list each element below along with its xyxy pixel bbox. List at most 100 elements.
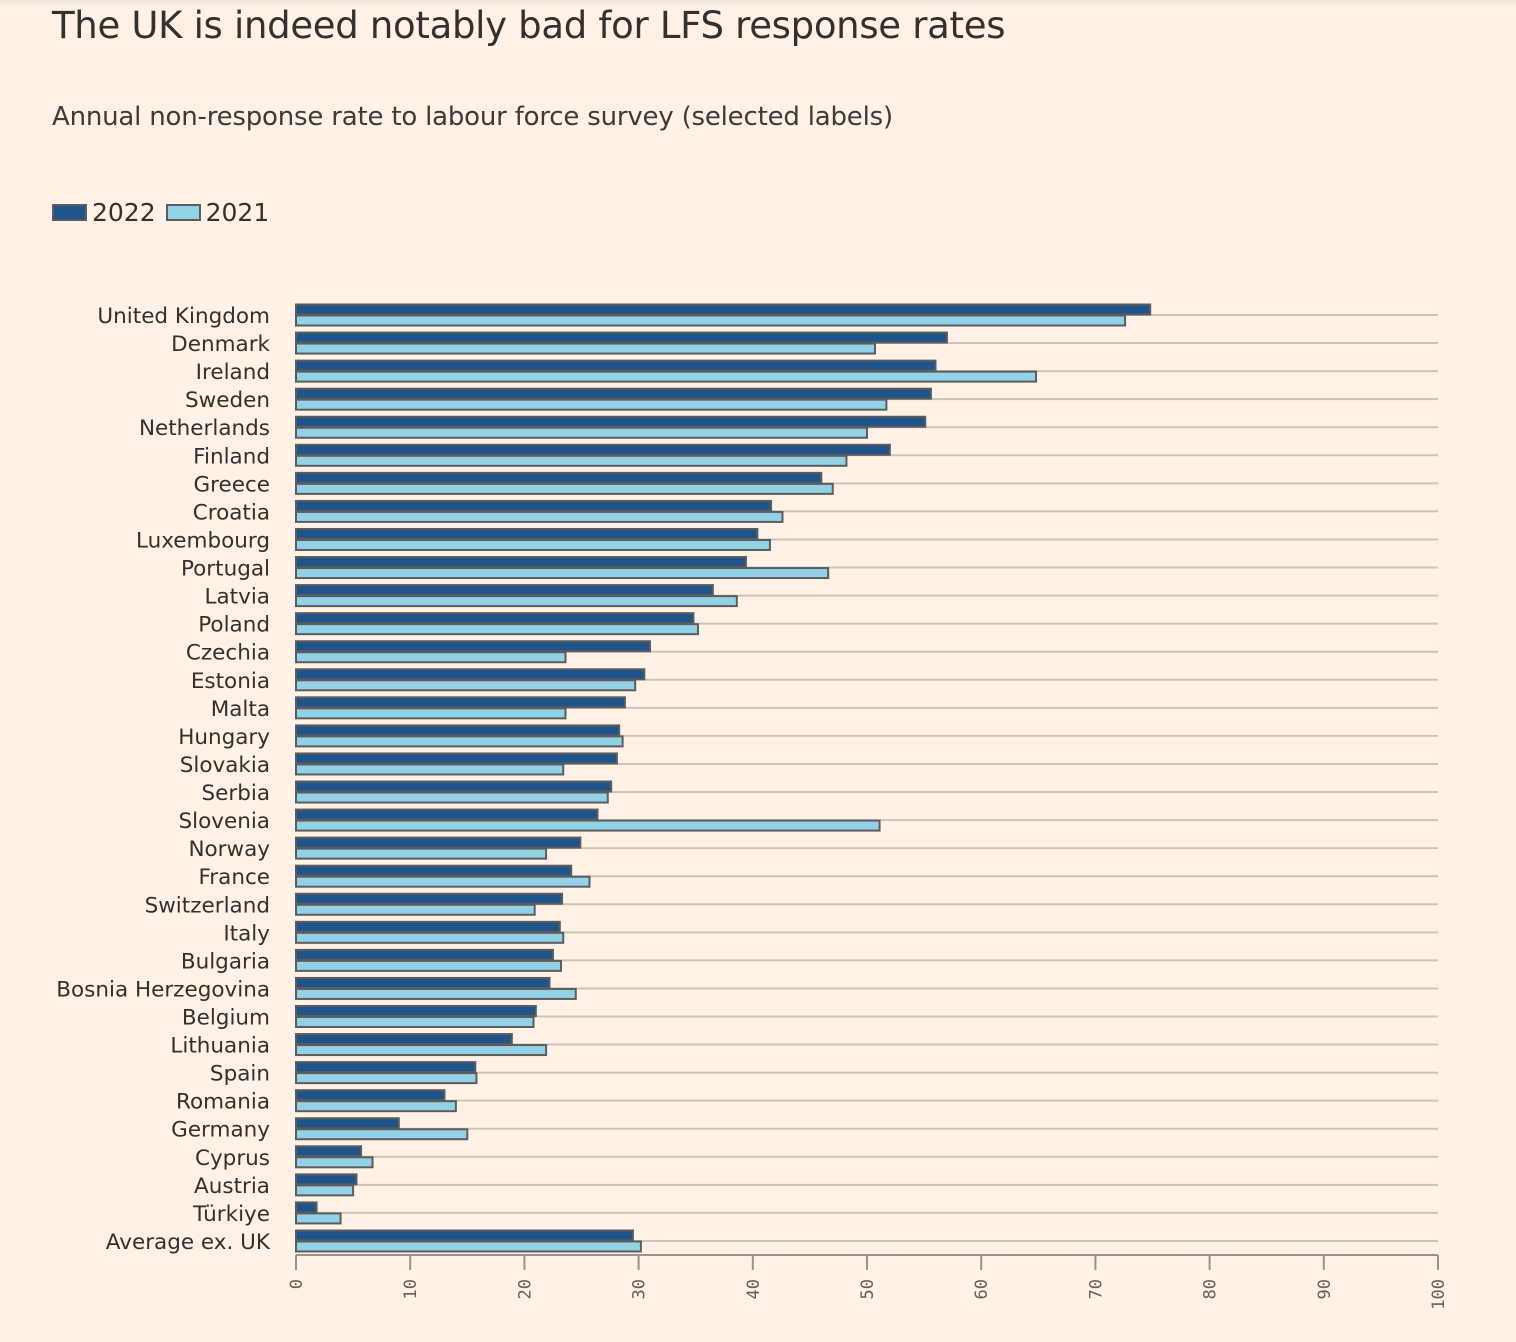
x-axis: 0 10 20 30 40 50 60 70 80 90 100: [287, 1254, 1449, 1310]
bar-cyprus-2021: [295, 1156, 374, 1169]
bar-malta-2021: [295, 707, 567, 720]
bar-czechia-2021: [295, 651, 567, 664]
bar-malta-2022: [295, 696, 626, 709]
category-label-germany: Germany: [171, 1118, 270, 1143]
category-label-serbia: Serbia: [201, 781, 270, 806]
category-label-ireland: Ireland: [196, 360, 270, 385]
top-shadow: [0, 0, 1516, 6]
category-label-czechia: Czechia: [186, 641, 270, 666]
category-label-latvia: Latvia: [205, 585, 270, 610]
legend-swatch-2021: [165, 204, 201, 221]
category-label-belgium: Belgium: [182, 1006, 270, 1031]
legend-item-2022: 2022: [52, 198, 156, 227]
bar-greece-2021: [295, 482, 834, 495]
category-labels: United Kingdom Denmark Ireland Sweden Nether…: [56, 304, 271, 1255]
bar-romania-2021: [295, 1100, 457, 1113]
legend-label-2021: 2021: [205, 198, 270, 227]
bar-germany-2022: [295, 1117, 400, 1130]
category-label-italy: Italy: [223, 921, 270, 946]
bar-serbia-2022: [295, 780, 613, 793]
bar-estonia-2022: [295, 668, 646, 681]
legend: 2022 2021: [52, 198, 279, 227]
bar-france-2022: [295, 864, 573, 877]
bar-denmark-2021: [295, 342, 876, 355]
category-label-united-kingdom: United Kingdom: [97, 304, 270, 329]
bar-belgium-2022: [295, 1005, 537, 1017]
bar-germany-2021: [295, 1128, 469, 1141]
legend-label-2022: 2022: [92, 198, 156, 227]
x-tick-label: 0: [287, 1279, 307, 1289]
bar-latvia-2022: [295, 584, 714, 597]
category-label-slovenia: Slovenia: [178, 809, 270, 834]
category-label-portugal: Portugal: [181, 557, 270, 582]
chart-subtitle: Annual non-response rate to labour force…: [52, 102, 893, 132]
bar-finland-2021: [295, 454, 848, 467]
chart-title: The UK is indeed notably bad for LFS res…: [52, 4, 1006, 47]
bar-portugal-2022: [295, 556, 747, 569]
bar-bulgaria-2022: [295, 948, 554, 961]
bar-united-kingdom-2021: [295, 314, 1127, 327]
x-tick-label: 60: [972, 1279, 992, 1299]
bar-austria-2021: [295, 1184, 355, 1197]
category-label-cyprus: Cyprus: [195, 1146, 270, 1171]
bar-united-kingdom-2022: [295, 303, 1152, 316]
bar-austria-2022: [295, 1173, 358, 1186]
bar-bulgaria-2021: [295, 959, 562, 972]
category-label-denmark: Denmark: [171, 332, 270, 357]
x-tick-label: 20: [515, 1279, 535, 1299]
category-label-switzerland: Switzerland: [145, 893, 270, 918]
bar-belgium-2021: [295, 1016, 535, 1028]
x-tick-label: 50: [858, 1279, 878, 1299]
bar-croatia-2021: [295, 510, 784, 523]
bar-average-ex-uk-2021: [295, 1240, 642, 1253]
legend-swatch-2022: [52, 204, 87, 221]
bar-luxembourg-2021: [295, 538, 771, 551]
category-label-croatia: Croatia: [193, 500, 270, 525]
bar-ireland-2022: [295, 359, 937, 372]
category-label-estonia: Estonia: [191, 669, 270, 694]
bar-ireland-2021: [295, 370, 1038, 383]
category-label-slovakia: Slovakia: [180, 753, 270, 778]
category-label-hungary: Hungary: [178, 725, 270, 750]
category-label-finland: Finland: [193, 444, 270, 469]
category-label-malta: Malta: [211, 697, 270, 722]
bar-norway-2021: [295, 847, 548, 860]
category-label-average-ex-uk: Average ex. UK: [106, 1230, 271, 1255]
category-label-luxembourg: Luxembourg: [136, 528, 270, 553]
bar-average-ex-uk-2022: [295, 1229, 634, 1242]
bar-poland-2022: [295, 612, 695, 625]
bar-switzerland-2021: [295, 903, 536, 916]
bar-slovakia-2022: [295, 752, 618, 765]
category-label-turkiye: Türkiye: [192, 1202, 270, 1227]
bar-netherlands-2021: [295, 426, 868, 439]
bar-turkiye-2021: [295, 1212, 342, 1225]
x-tick-label: 30: [630, 1279, 650, 1299]
category-label-spain: Spain: [210, 1062, 270, 1087]
bar-spain-2022: [295, 1061, 477, 1074]
category-label-france: France: [199, 865, 271, 890]
bar-greece-2022: [295, 471, 823, 484]
bar-norway-2022: [295, 836, 582, 849]
category-label-greece: Greece: [193, 472, 270, 497]
bar-netherlands-2022: [295, 415, 927, 428]
bar-cyprus-2022: [295, 1145, 363, 1158]
x-tick-label: 10: [401, 1279, 421, 1299]
bar-denmark-2022: [295, 331, 948, 344]
bar-hungary-2022: [295, 724, 621, 737]
bar-lithuania-2021: [295, 1044, 548, 1057]
bar-bosnia-herzegovina-2022: [295, 976, 551, 989]
bar-switzerland-2022: [295, 892, 564, 905]
bar-slovenia-2021: [295, 819, 881, 832]
bar-italy-2021: [295, 931, 565, 944]
category-label-sweden: Sweden: [185, 388, 270, 413]
bar-luxembourg-2022: [295, 527, 759, 540]
category-label-lithuania: Lithuania: [170, 1034, 270, 1059]
legend-item-2021: 2021: [165, 198, 270, 227]
bar-france-2021: [295, 875, 591, 888]
bar-spain-2021: [295, 1072, 478, 1085]
category-label-bosnia-herzegovina: Bosnia Herzegovina: [56, 977, 270, 1002]
category-label-netherlands: Netherlands: [139, 416, 270, 441]
bar-italy-2022: [295, 920, 561, 933]
category-label-bulgaria: Bulgaria: [181, 949, 270, 974]
